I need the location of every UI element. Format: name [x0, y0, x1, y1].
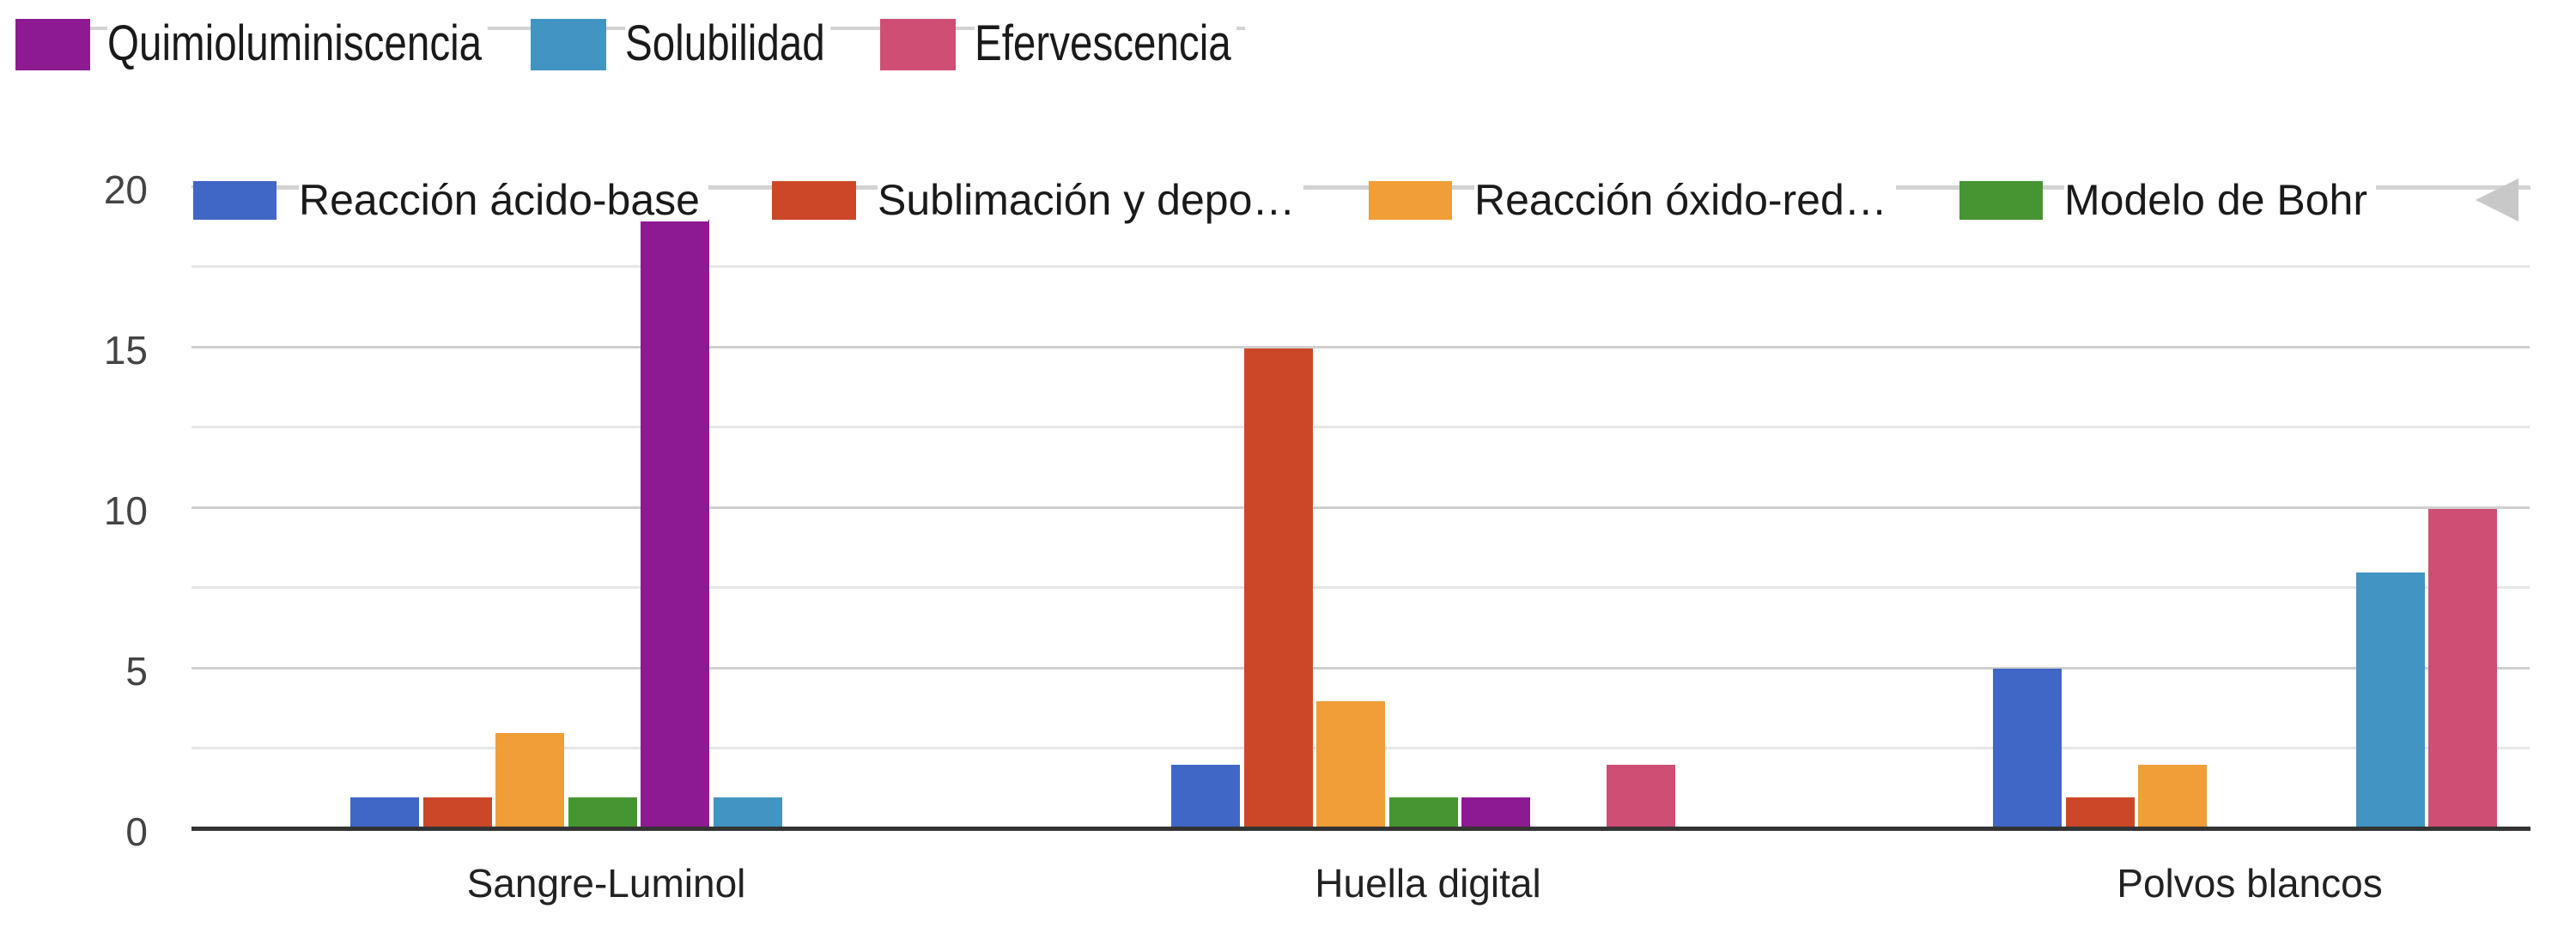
- bar[interactable]: [1316, 700, 1385, 829]
- bar[interactable]: [568, 797, 637, 829]
- bar[interactable]: [422, 797, 492, 829]
- y-tick-label: 0: [125, 809, 148, 854]
- y-tick-label: 20: [103, 167, 148, 212]
- bar[interactable]: [2065, 797, 2135, 829]
- legend-label: Reacción ácido-base: [299, 179, 708, 221]
- legend-label: Sublimación y depo…: [878, 179, 1304, 221]
- gridline-5: [191, 667, 2530, 670]
- legend-swatch-icon: [15, 19, 90, 70]
- bar[interactable]: [1388, 797, 1458, 829]
- legend-label: Modelo de Bohr: [2064, 179, 2377, 221]
- legend-label: Efervescencia: [975, 19, 1237, 69]
- bar[interactable]: [350, 797, 419, 829]
- bar[interactable]: [2138, 765, 2207, 829]
- gridline-15: [191, 346, 2530, 348]
- legend-label: Reacción óxido-red…: [1474, 179, 1896, 221]
- bar[interactable]: [713, 797, 782, 829]
- legend-swatch-icon: [193, 181, 276, 220]
- bar[interactable]: [1993, 669, 2062, 829]
- bar[interactable]: [1461, 797, 1530, 829]
- legend-label: Quimioluminiscencia: [107, 19, 488, 69]
- gridline-10: [191, 506, 2530, 509]
- legend-swatch-icon: [1959, 181, 2043, 220]
- x-axis-label-sangre-luminol: Sangre-Luminol: [466, 861, 746, 906]
- legend-label: Solubilidad: [625, 19, 831, 69]
- legend-swatch-icon: [772, 181, 856, 220]
- bar[interactable]: [2355, 573, 2425, 829]
- y-tick-label: 10: [103, 488, 148, 533]
- legend-swatch-icon: [531, 19, 606, 70]
- y-tick-label: 5: [125, 649, 148, 694]
- bar[interactable]: [495, 732, 564, 829]
- bar[interactable]: [2428, 508, 2497, 829]
- legend-swatch-icon: [1369, 181, 1452, 220]
- y-tick-label: 15: [103, 328, 148, 373]
- x-axis-baseline: [191, 827, 2530, 831]
- bar[interactable]: [1607, 765, 1675, 829]
- legend-previous-page-arrow-icon[interactable]: [2476, 179, 2518, 221]
- bar[interactable]: [1243, 348, 1313, 829]
- legend-swatch-icon: [880, 19, 956, 70]
- gridline-7-5: [191, 586, 2530, 589]
- x-axis-label-polvos-blancos: Polvos blancos: [2117, 861, 2383, 906]
- gridline-12-5: [191, 426, 2530, 428]
- x-axis-label-huella-digital: Huella digital: [1315, 861, 1541, 906]
- gridline-17-5: [191, 265, 2530, 268]
- bar[interactable]: [1171, 765, 1240, 829]
- bar[interactable]: [641, 220, 709, 829]
